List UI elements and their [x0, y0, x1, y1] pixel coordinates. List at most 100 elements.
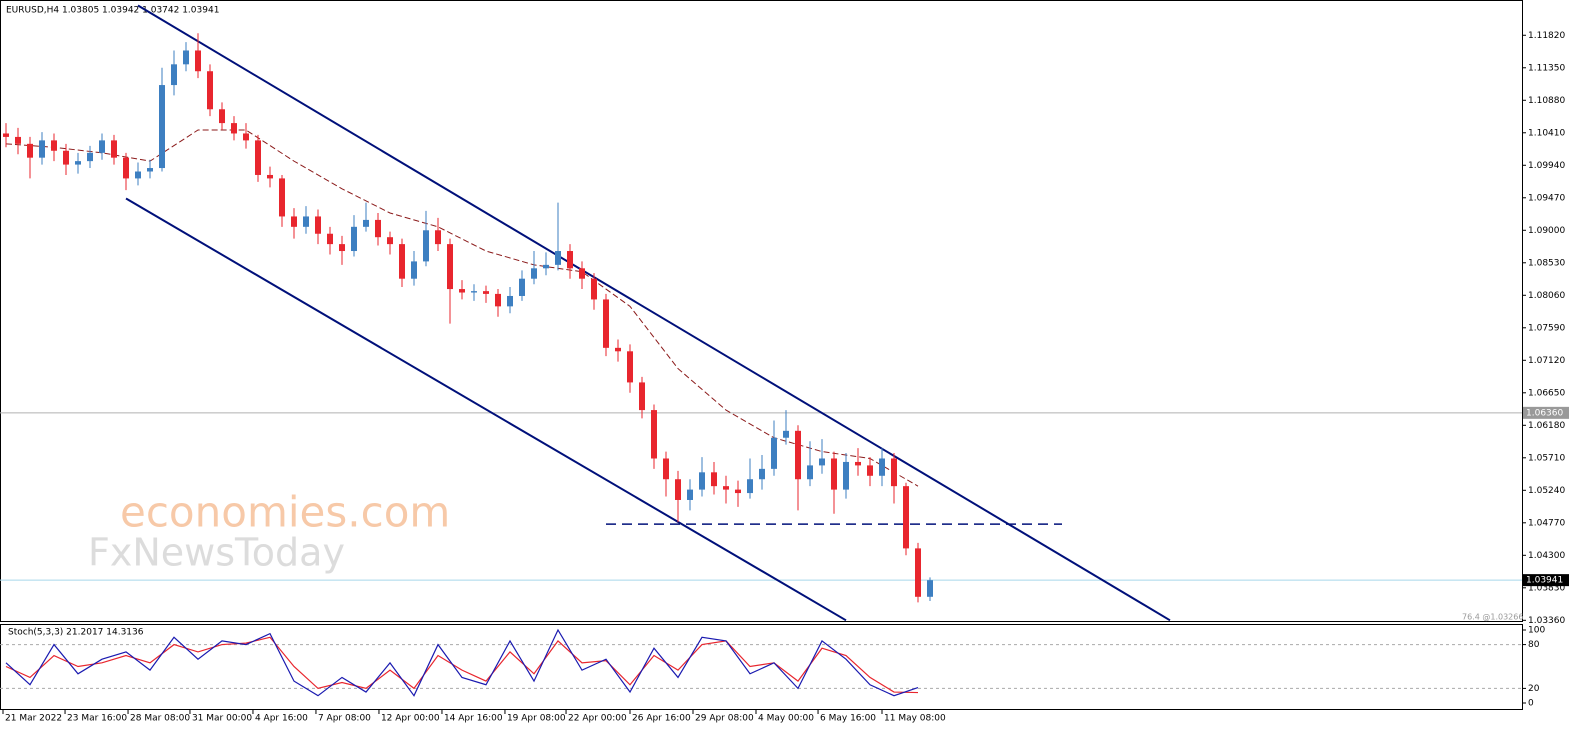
candle-body: [399, 244, 405, 279]
y-tick-label: 1.06180: [1528, 421, 1565, 431]
candle-body: [327, 233, 333, 245]
candle-body: [507, 295, 513, 307]
y-tick-label: 1.07590: [1528, 323, 1565, 333]
candle-body: [315, 216, 321, 234]
fib-note: 76.4 @1.03266: [1462, 613, 1523, 622]
candle-body: [75, 161, 81, 165]
stoch-pane: [0, 624, 1523, 710]
candle-body: [615, 347, 621, 352]
y-tick-label: 1.04770: [1528, 518, 1565, 528]
candle-body: [387, 237, 393, 245]
y-tick-label: 1.09000: [1528, 226, 1565, 236]
candle-body: [303, 216, 309, 227]
candle-body: [831, 458, 837, 490]
y-tick-label: 1.03360: [1528, 616, 1565, 626]
candle-body: [579, 268, 585, 279]
candle-body: [639, 382, 645, 411]
watermark: economies.com: [120, 488, 450, 537]
candle-body: [351, 226, 357, 252]
candle-body: [87, 152, 93, 162]
y-tick-label: 1.09470: [1528, 193, 1565, 203]
stoch-tick-label: 100: [1528, 625, 1545, 635]
candle-body: [423, 230, 429, 262]
candle-body: [567, 251, 573, 269]
stoch-main: [5, 628, 919, 697]
candle-body: [891, 458, 897, 487]
candle-body: [363, 219, 369, 227]
price-level-label: 1.06360: [1526, 408, 1563, 418]
x-tick-label: 22 Apr 00:00: [568, 714, 627, 724]
candle-body: [39, 140, 45, 158]
chart-title: EURUSD,H4 1.03805 1.03942 1.03742 1.0394…: [6, 6, 219, 16]
y-tick-label: 1.07120: [1528, 356, 1565, 366]
candle-body: [27, 143, 33, 158]
x-tick-label: 7 Apr 08:00: [318, 714, 371, 724]
x-tick-label: 4 May 00:00: [758, 714, 814, 724]
candle-body: [411, 261, 417, 279]
x-tick-label: 21 Mar 2022: [5, 714, 62, 724]
stoch-tick-label: 0: [1528, 698, 1534, 708]
candle-body: [3, 133, 9, 137]
candle-body: [291, 216, 297, 227]
channel-line: [137, 4, 1171, 622]
y-tick-label: 1.04300: [1528, 551, 1565, 561]
candle-body: [783, 430, 789, 438]
candle-body: [735, 489, 741, 494]
y-tick-label: 1.03830: [1528, 583, 1565, 593]
stoch-signal: [5, 636, 919, 694]
candle-body: [879, 458, 885, 476]
price-level-label: 1.03941: [1526, 576, 1563, 586]
y-tick-label: 1.08530: [1528, 258, 1565, 268]
candle-body: [627, 351, 633, 383]
candle-body: [243, 133, 249, 141]
candle-body: [663, 458, 669, 480]
candle-body: [927, 580, 933, 597]
x-tick-label: 6 May 16:00: [820, 714, 876, 724]
x-tick-label: 12 Apr 00:00: [381, 714, 440, 724]
watermark: FxNewsToday: [88, 531, 345, 575]
candle-body: [267, 174, 273, 179]
candle-body: [543, 264, 549, 269]
moving-average: [5, 129, 919, 487]
x-tick-label: 28 Mar 08:00: [130, 714, 190, 724]
main-pane: [0, 0, 1523, 622]
candle-body: [519, 278, 525, 296]
candle-body: [855, 461, 861, 466]
candle-body: [99, 140, 105, 153]
x-tick-label: 23 Mar 16:00: [67, 714, 127, 724]
y-tick-label: 1.06650: [1528, 388, 1565, 398]
candle-body: [867, 465, 873, 476]
candle-body: [435, 230, 441, 245]
x-tick-label: 26 Apr 16:00: [632, 714, 691, 724]
candle-body: [819, 458, 825, 466]
x-tick-label: 31 Mar 00:00: [192, 714, 252, 724]
candle-body: [135, 171, 141, 179]
candle-body: [915, 548, 921, 597]
candle-body: [843, 461, 849, 490]
candle-body: [255, 140, 261, 175]
candle-body: [183, 50, 189, 65]
y-tick-label: 1.10880: [1528, 96, 1565, 106]
candle-body: [279, 178, 285, 217]
channel-line: [125, 197, 847, 622]
candle-body: [723, 486, 729, 490]
candle-body: [651, 410, 657, 459]
candle-body: [51, 140, 57, 151]
stoch-tick-label: 80: [1528, 640, 1540, 650]
stoch-title: Stoch(5,3,3) 21.2017 14.3136: [8, 628, 144, 638]
stoch-tick-label: 20: [1528, 684, 1540, 694]
candle-body: [495, 293, 501, 307]
candle-body: [111, 140, 117, 158]
candle-body: [459, 289, 465, 293]
candle-body: [15, 136, 21, 144]
candle-body: [171, 64, 177, 86]
candle-body: [771, 437, 777, 469]
candle-body: [747, 479, 753, 494]
x-tick-label: 29 Apr 08:00: [695, 714, 754, 724]
price-level-box: [1523, 574, 1569, 587]
candle-body: [675, 479, 681, 500]
candle-body: [147, 168, 153, 172]
candle-body: [687, 489, 693, 500]
